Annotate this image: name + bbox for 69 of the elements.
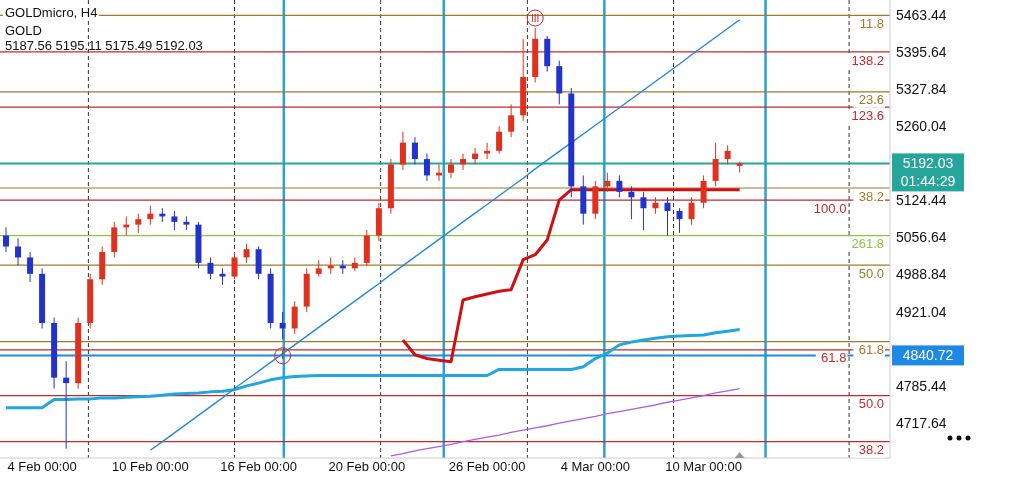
y-tick-label: 5124.44 [896, 192, 947, 209]
annotation: 38.2 [858, 188, 884, 204]
annotation: 50.0 [858, 265, 884, 281]
candlestick [484, 142, 491, 160]
y-tick-label: 5260.04 [896, 118, 947, 135]
candlestick [423, 153, 430, 182]
candlestick [472, 147, 479, 166]
candlestick [508, 103, 515, 138]
x-tick-label: 4 Mar 00:00 [560, 459, 631, 474]
x-tick-label: 16 Feb 00:00 [220, 459, 297, 474]
annotation: 123.6 [851, 107, 884, 123]
y-tick-label: 5463.44 [896, 7, 947, 24]
x-tick-label: 10 Feb 00:00 [112, 459, 189, 474]
candlestick [676, 207, 683, 234]
candlestick [448, 158, 455, 179]
annotation: 23.6 [858, 92, 884, 108]
candlestick [628, 185, 635, 220]
candlestick [15, 237, 22, 267]
y-tick-label: 4921.04 [896, 303, 947, 320]
y-tick-label: 4988.84 [896, 266, 947, 283]
candlestick [63, 360, 70, 450]
candlestick [27, 251, 34, 283]
text: GOLD [5, 23, 42, 38]
annotation: I [281, 350, 285, 362]
annotation: 61.8 [858, 342, 884, 358]
annotation: 5187.56 5195.11 5175.49 5192.03 [5, 38, 203, 53]
candlestick [712, 142, 719, 187]
annotation: 38.2 [858, 442, 884, 458]
x-tick-label: 20 Feb 00:00 [328, 459, 406, 474]
ref-line-label: 4840.72 [902, 347, 954, 364]
y-tick-label: 4785.44 [896, 377, 947, 394]
candlestick [147, 205, 154, 226]
annotation: 61.8 [821, 350, 847, 366]
candlestick [279, 311, 286, 340]
ref-line-label: 5192.03 [902, 155, 954, 172]
candlestick [460, 153, 467, 171]
candlestick [243, 243, 250, 264]
annotation: 50.0 [858, 396, 884, 412]
y-tick-label: 5056.64 [896, 229, 947, 246]
candlestick [604, 172, 611, 193]
candlestick [411, 136, 418, 166]
candlestick [700, 174, 707, 209]
x-tick-label: 26 Feb 00:00 [448, 459, 526, 474]
candlestick [291, 300, 298, 335]
y-tick-label: 5395.64 [896, 44, 947, 61]
text: 01:44:29 [900, 173, 956, 190]
candlestick [135, 213, 142, 234]
candlestick [688, 196, 695, 226]
candlestick [496, 125, 503, 155]
x-tick-label: 4 Feb 00:00 [7, 459, 77, 474]
candlestick [207, 256, 214, 280]
y-tick-label: 4717.64 [896, 414, 947, 431]
annotation: 11.8 [859, 15, 884, 31]
annotation: 261.8 [851, 236, 884, 252]
candlestick [231, 251, 238, 280]
candlestick [399, 131, 406, 171]
candlestick [724, 144, 731, 166]
candlestick [640, 191, 647, 231]
y-tick-label: 5327.84 [896, 81, 947, 98]
annotation: III [531, 12, 540, 24]
candlestick [664, 196, 671, 237]
line-series [390, 387, 741, 457]
candlestick [171, 210, 178, 231]
annotation: 100.0 [813, 200, 847, 216]
x-tick-label: 10 Mar 00:00 [665, 459, 742, 474]
annotation: 138.2 [851, 52, 884, 68]
chart-title: GOLDmicro, H4 [5, 5, 98, 20]
candlestick [3, 226, 10, 253]
candlestick [616, 174, 623, 198]
